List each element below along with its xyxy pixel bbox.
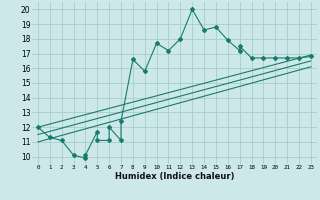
X-axis label: Humidex (Indice chaleur): Humidex (Indice chaleur) <box>115 172 234 181</box>
